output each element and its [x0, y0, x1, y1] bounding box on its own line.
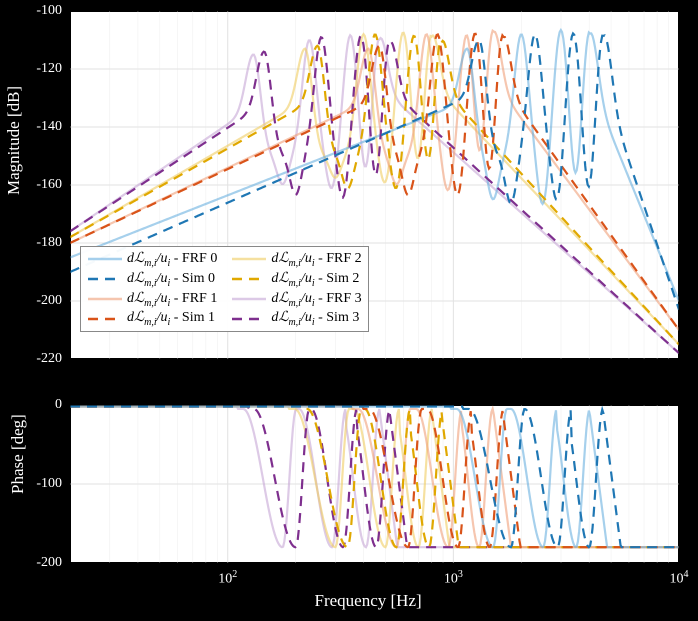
legend-item: dℒm,i/ui - Sim 3: [231, 309, 361, 328]
legend-label: dℒm,i/ui - Sim 3: [271, 309, 359, 328]
legend-item: dℒm,i/ui - FRF 2: [231, 250, 361, 269]
legend-item: dℒm,i/ui - FRF 3: [231, 290, 361, 309]
legend-label: dℒm,i/ui - FRF 3: [271, 290, 361, 309]
legend: dℒm,i/ui - FRF 0dℒm,i/ui - FRF 2dℒm,i/ui…: [80, 246, 369, 332]
phase-series-frf0: [70, 407, 679, 548]
legend-label: dℒm,i/ui - Sim 0: [127, 270, 215, 289]
legend-item: dℒm,i/ui - Sim 2: [231, 270, 361, 289]
legend-label: dℒm,i/ui - FRF 2: [271, 250, 361, 269]
legend-item: dℒm,i/ui - FRF 1: [87, 290, 217, 309]
figure-canvas: Magnitude [dB] Phase [deg] Frequency [Hz…: [0, 0, 698, 621]
legend-item: dℒm,i/ui - Sim 0: [87, 270, 217, 289]
legend-item: dℒm,i/ui - FRF 0: [87, 250, 217, 269]
legend-label: dℒm,i/ui - Sim 2: [271, 270, 359, 289]
legend-label: dℒm,i/ui - FRF 1: [127, 290, 217, 309]
legend-label: dℒm,i/ui - FRF 0: [127, 250, 217, 269]
legend-item: dℒm,i/ui - Sim 1: [87, 309, 217, 328]
legend-label: dℒm,i/ui - Sim 1: [127, 309, 215, 328]
